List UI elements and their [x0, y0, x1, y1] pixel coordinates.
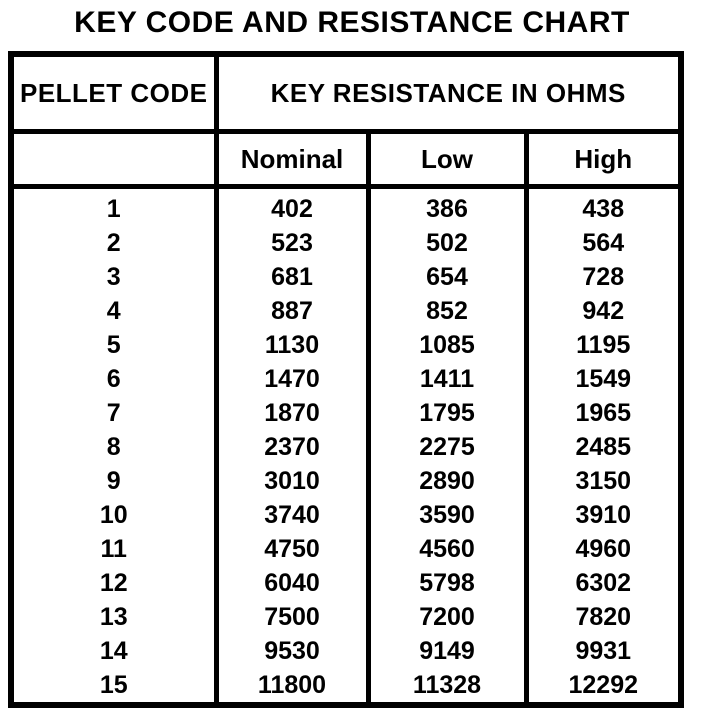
low-cell: 3590: [368, 498, 529, 532]
low-cell: 502: [368, 226, 529, 260]
low-cell: 9149: [368, 634, 529, 668]
pellet-code-cell: 1: [11, 186, 219, 226]
nominal-cell: 1470: [216, 362, 371, 396]
table-row: 13 7500 7200 7820: [11, 600, 681, 634]
pellet-code-cell: 13: [11, 600, 219, 634]
high-cell: 1195: [576, 331, 631, 359]
low-cell: 1795: [368, 396, 529, 430]
header-row: PELLET CODE KEY RESISTANCE IN OHMS: [11, 54, 681, 132]
table-row: 5 1130 1085 1195: [11, 328, 681, 362]
high-cell: 12292: [568, 671, 639, 699]
table-row: 15 11800 11328 12292: [11, 668, 681, 705]
high-cell: 2485: [575, 433, 632, 461]
table-row: 2 523 502 564: [11, 226, 681, 260]
low-cell: 1085: [368, 328, 529, 362]
high-cell: 1965: [575, 399, 632, 427]
pellet-code-cell: 2: [11, 226, 219, 260]
high-cell: 728: [582, 263, 625, 291]
chart-title: KEY CODE AND RESISTANCE CHART: [74, 6, 630, 39]
nominal-cell: 11800: [216, 668, 371, 705]
nominal-cell: 6040: [216, 566, 371, 600]
nominal-cell: 1870: [216, 396, 371, 430]
pellet-code-header: PELLET CODE: [11, 54, 219, 132]
pellet-code-cell: 7: [11, 396, 219, 430]
nominal-cell: 887: [216, 294, 371, 328]
nominal-cell: 2370: [216, 430, 371, 464]
low-cell: 386: [368, 186, 529, 226]
pellet-code-cell: 9: [11, 464, 219, 498]
pellet-code-cell: 3: [11, 260, 219, 294]
pellet-code-cell: 15: [11, 668, 219, 705]
nominal-cell: 1130: [216, 328, 371, 362]
pellet-code-cell: 6: [11, 362, 219, 396]
table-header: PELLET CODE KEY RESISTANCE IN OHMS Nomin…: [11, 54, 682, 189]
high-cell: 6302: [575, 569, 632, 597]
pellet-code-cell: 10: [11, 498, 219, 532]
high-cell: 4960: [575, 535, 632, 563]
table-row: 7 1870 1795 1965: [11, 396, 681, 430]
table-row: 1 402 386 438: [11, 186, 681, 226]
table-row: 11 4750 4560 4960: [11, 532, 681, 566]
low-cell: 5798: [368, 566, 529, 600]
high-cell: 438: [582, 195, 625, 223]
table-row: 6 1470 1411 1549: [11, 362, 681, 396]
low-cell: 2275: [368, 430, 529, 464]
high-cell: 564: [582, 229, 625, 257]
subheader-row: Nominal Low High: [11, 129, 682, 189]
table-row: 8 2370 2275 2485: [11, 430, 681, 464]
pellet-code-cell: 14: [11, 634, 219, 668]
nominal-cell: 681: [216, 260, 371, 294]
nominal-cell: 523: [216, 226, 371, 260]
pellet-code-cell: 11: [11, 532, 219, 566]
table-row: 3 681 654 728: [11, 260, 681, 294]
low-cell: 852: [368, 294, 529, 328]
nominal-cell: 3010: [216, 464, 371, 498]
table-row: 12 6040 5798 6302: [11, 566, 681, 600]
low-cell: 2890: [368, 464, 529, 498]
table-body: 1 402 386 438 2 523 502 564 3 681 654 728 4 887 852 942…: [11, 186, 681, 705]
resistance-table: PELLET CODE KEY RESISTANCE IN OHMS Nomin…: [8, 51, 685, 708]
high-cell: 7820: [575, 603, 632, 631]
low-column-header: Low: [368, 129, 529, 189]
nominal-column-header: Nominal: [216, 129, 371, 189]
nominal-cell: 7500: [216, 600, 371, 634]
pellet-code-cell: 12: [11, 566, 219, 600]
nominal-cell: 9530: [216, 634, 371, 668]
high-cell: 9931: [575, 637, 632, 665]
key-resistance-header: KEY RESISTANCE IN OHMS: [270, 77, 626, 108]
table-row: 14 9530 9149 9931: [11, 634, 681, 668]
high-column-header: High: [526, 129, 682, 189]
table-row: 10 3740 3590 3910: [11, 498, 681, 532]
high-cell: 3910: [575, 501, 632, 529]
table-row: 9 3010 2890 3150: [11, 464, 681, 498]
nominal-cell: 4750: [216, 532, 371, 566]
low-cell: 1411: [368, 362, 529, 396]
low-cell: 11328: [368, 668, 529, 705]
empty-cell: [11, 129, 219, 189]
low-cell: 654: [368, 260, 529, 294]
high-cell: 942: [582, 297, 625, 325]
low-cell: 4560: [368, 532, 529, 566]
high-cell: 3150: [575, 467, 632, 495]
pellet-code-cell: 4: [11, 294, 219, 328]
high-cell: 1549: [575, 365, 632, 393]
pellet-code-cell: 5: [11, 328, 219, 362]
low-cell: 7200: [368, 600, 529, 634]
pellet-code-cell: 8: [11, 430, 219, 464]
table-row: 4 887 852 942: [11, 294, 681, 328]
nominal-cell: 402: [216, 186, 371, 226]
nominal-cell: 3740: [216, 498, 371, 532]
